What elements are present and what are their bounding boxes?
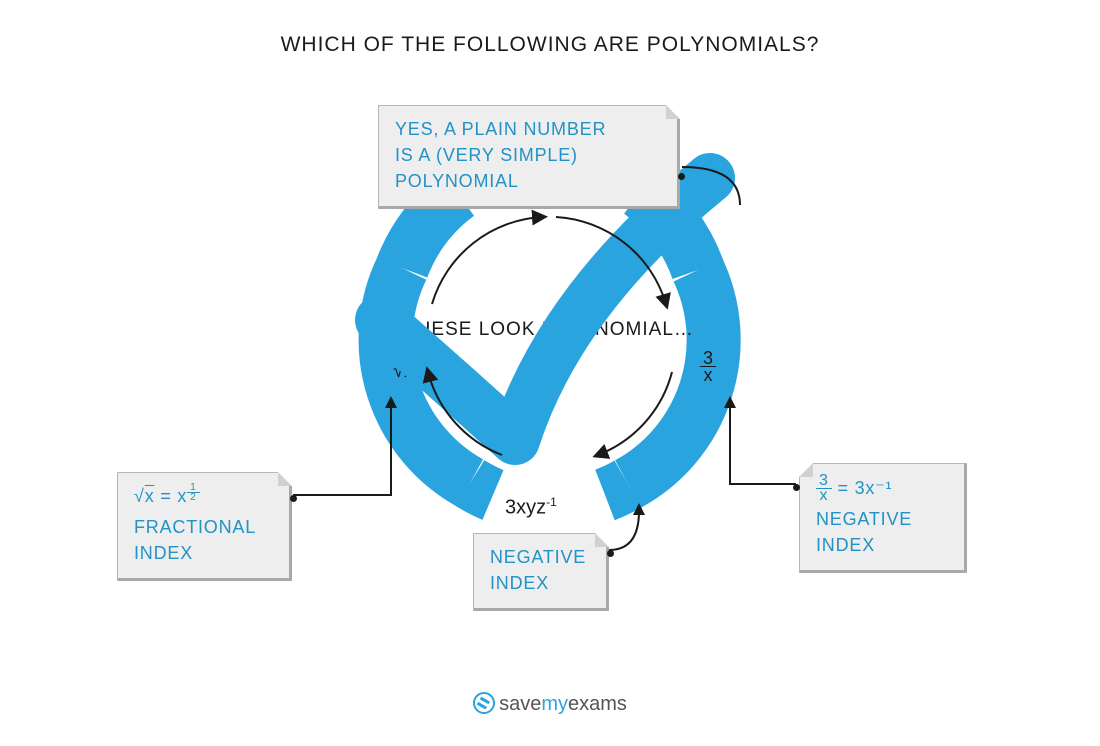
brand-logo-icon xyxy=(473,692,495,714)
logo-mid: my xyxy=(541,693,568,715)
brand-logo: savemyexams xyxy=(0,692,1100,716)
logo-post: exams xyxy=(568,693,627,715)
cycle-arrows xyxy=(0,0,1100,746)
logo-pre: save xyxy=(499,693,541,715)
